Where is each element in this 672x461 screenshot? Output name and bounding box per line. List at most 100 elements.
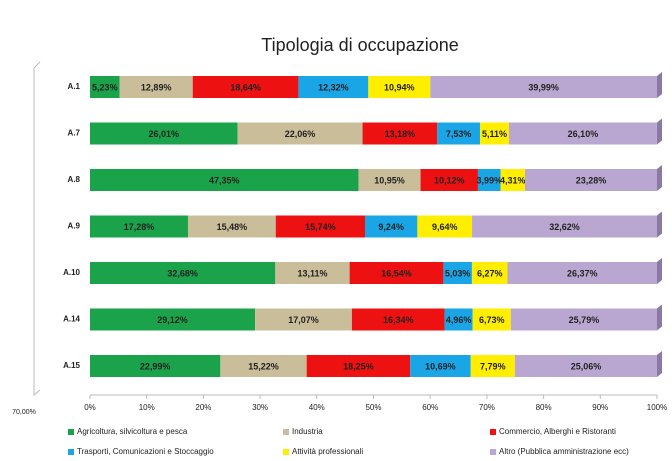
data-label: 3,99% [476,175,502,185]
legend-label: Commercio, Alberghi e Ristoranti [499,427,616,436]
bar-cap [657,72,662,98]
data-label: 9,64% [432,222,458,232]
data-label: 10,12% [434,175,465,185]
x-tick-label: 20% [195,403,211,412]
bar-segment [508,122,657,145]
y-tick-label: A.1 [68,82,81,91]
bar-segment [410,355,471,377]
bar-segment [351,308,445,331]
bar-segment [349,262,444,284]
data-label: 6,27% [477,268,503,278]
data-label: 4,96% [446,315,472,325]
data-label: 10,95% [374,175,405,185]
bar-segment [364,215,418,238]
x-tick-label: 90% [592,403,608,412]
bar-segment [472,215,657,238]
data-label: 32,68% [167,268,198,278]
bar-segment [220,355,307,377]
bar-cap [657,351,662,377]
data-label: 15,22% [248,361,279,371]
legend-swatch [283,429,289,435]
x-tick-label: 70% [479,403,495,412]
legend-label: Trasporti, Comunicazioni e Stoccaggio [77,447,214,456]
chart-title: Tipologia di occupazione [261,35,458,55]
data-label: 18,25% [343,361,374,371]
bar-segment [90,262,276,284]
legend-swatch [490,429,496,435]
data-label: 12,32% [318,82,349,92]
bar-cap [657,165,662,191]
bar-segment [417,215,473,238]
x-tick-label: 50% [365,403,381,412]
data-label: 23,28% [576,175,607,185]
data-label: 16,54% [381,268,412,278]
bar-segment [119,76,193,98]
data-label: 10,69% [425,361,456,371]
y-tick-label: A.10 [63,268,80,277]
data-label: 22,06% [285,129,316,139]
data-label: 5,11% [482,129,507,139]
bar-segment [430,76,658,98]
bar-segment [510,308,658,331]
bar-segment [192,76,299,98]
data-label: 32,62% [549,222,580,232]
legend-swatch [68,449,74,455]
bar-segment [90,122,238,145]
data-label: 5,23% [92,82,118,92]
data-label: 17,07% [288,315,319,325]
data-label: 12,89% [141,82,172,92]
bar-cap [657,118,662,145]
x-tick-label: 60% [422,403,438,412]
data-label: 7,53% [446,129,472,139]
data-label: 17,28% [124,222,155,232]
data-label: 47,35% [209,175,240,185]
y-tick-label: A.8 [68,175,81,184]
data-label: 7,79% [480,361,506,371]
data-label: 6,73% [479,315,505,325]
bar-segment [368,76,431,98]
bar-segment [443,262,472,284]
y-tick-label: A.7 [68,129,81,138]
y-tick-label: A.9 [68,222,81,231]
data-label: 15,48% [217,222,248,232]
data-label: 26,10% [568,129,599,139]
annotation: 70,00% [12,409,36,416]
bar-segment [470,355,515,377]
bar-segment [507,262,657,284]
bar-segment [275,262,350,284]
bar-segment [298,76,369,98]
data-label: 10,94% [384,82,415,92]
legend-label: Agricoltura, silvicoltura e pesca [77,427,188,436]
legend-label: Altro (Pubblica amministrazione ecc) [499,447,629,456]
x-tick-label: 0% [84,403,96,412]
legend-label: Industria [292,427,323,436]
bar-segment [479,122,509,145]
data-label: 25,79% [569,315,600,325]
data-label: 9,24% [378,222,404,232]
data-label: 26,37% [567,268,598,278]
bar-segment [500,169,526,191]
bar-segment [187,215,276,238]
legend-label: Attività professionali [292,447,363,456]
axis-wall [33,61,41,397]
bar-segment [514,355,657,377]
x-tick-label: 100% [647,403,667,412]
y-tick-label: A.14 [63,315,80,324]
legend-swatch [490,449,496,455]
legend-swatch [283,449,289,455]
bar-segment [444,308,473,331]
bar-cap [657,211,662,238]
data-label: 22,99% [140,361,171,371]
data-label: 16,34% [383,315,414,325]
bar-segment [437,122,480,145]
bar-segment [90,308,256,331]
bar-segment [525,169,657,191]
bar-segment [90,169,359,191]
bar-segment [255,308,352,331]
legend-swatch [68,429,74,435]
x-tick-label: 40% [309,403,325,412]
bar-segment [358,169,421,191]
bar-segment [471,262,508,284]
data-label: 25,06% [571,361,602,371]
